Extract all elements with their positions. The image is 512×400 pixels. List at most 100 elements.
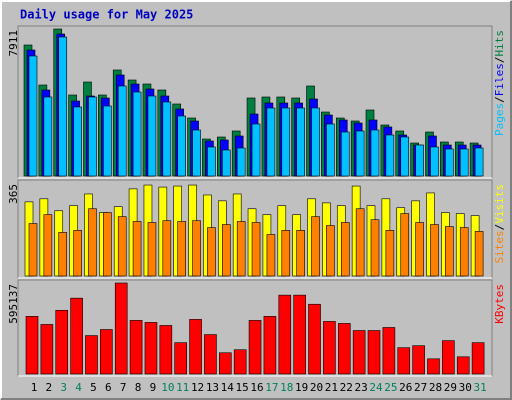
x-tick-label: 25 xyxy=(384,381,397,394)
x-tick-label: 5 xyxy=(90,381,97,394)
legend: KBytes xyxy=(493,284,506,324)
x-tick-label: 20 xyxy=(310,381,323,394)
bar xyxy=(55,309,69,375)
x-tick-label: 4 xyxy=(75,381,82,394)
bar xyxy=(400,213,410,277)
y-max-label: 365 xyxy=(7,184,20,204)
bar xyxy=(162,101,172,177)
bar xyxy=(28,55,38,177)
x-tick-label: 3 xyxy=(60,381,67,394)
bar xyxy=(427,358,440,375)
bar xyxy=(326,123,335,177)
bar xyxy=(263,316,277,375)
bar xyxy=(337,323,351,375)
bar xyxy=(40,324,54,375)
bar xyxy=(308,303,321,375)
bar xyxy=(445,148,454,177)
bar xyxy=(370,129,380,177)
bar xyxy=(400,136,410,177)
bar xyxy=(177,115,186,177)
bar xyxy=(412,345,425,375)
y-max-label: 595137 xyxy=(7,284,20,324)
x-tick-label: 28 xyxy=(429,381,442,394)
bar xyxy=(352,330,366,375)
legend: Pages/Files/Hits xyxy=(493,30,506,136)
bar xyxy=(43,214,53,277)
bar xyxy=(415,222,424,277)
bar xyxy=(415,144,424,177)
x-tick-label: 15 xyxy=(236,381,249,394)
bar xyxy=(296,230,305,277)
bar xyxy=(103,105,112,177)
bar xyxy=(103,212,112,277)
bar xyxy=(471,342,485,375)
x-tick-label: 9 xyxy=(150,381,157,394)
legend-separator: / xyxy=(493,96,506,103)
bar xyxy=(192,129,201,177)
bar xyxy=(459,227,469,277)
x-tick-label: 19 xyxy=(295,381,308,394)
x-tick-label: 30 xyxy=(459,381,472,394)
bar xyxy=(251,222,261,277)
legend-entry: Sites xyxy=(493,230,506,263)
bar xyxy=(236,147,246,177)
bar xyxy=(323,321,336,375)
x-tick-label: 16 xyxy=(250,381,263,394)
bar xyxy=(430,146,439,177)
legend-entry: Hits xyxy=(493,30,506,57)
bar xyxy=(251,123,261,177)
bar xyxy=(311,216,320,277)
bar xyxy=(311,107,320,177)
bar xyxy=(58,232,68,277)
legend-entry: Files xyxy=(493,63,506,96)
legend: Sites/Visits xyxy=(493,184,506,264)
bar xyxy=(177,221,186,277)
x-tick-label: 21 xyxy=(325,381,338,394)
bar xyxy=(296,107,305,177)
bar xyxy=(85,335,98,375)
bar xyxy=(73,230,82,277)
bar xyxy=(459,148,469,177)
bar xyxy=(73,106,82,177)
x-tick-label: 14 xyxy=(221,381,235,394)
chart-title: Daily usage for May 2025 xyxy=(20,8,193,22)
bar xyxy=(207,146,216,177)
bar xyxy=(326,225,335,277)
bar xyxy=(88,208,97,277)
x-tick-label: 18 xyxy=(280,381,293,394)
bar xyxy=(147,95,157,177)
bar xyxy=(219,352,232,375)
bar xyxy=(117,216,127,277)
bar xyxy=(132,91,142,177)
bar xyxy=(445,226,454,277)
x-tick-label: 2 xyxy=(46,381,53,394)
x-tick-label: 7 xyxy=(120,381,127,394)
legend-entry: Visits xyxy=(493,184,506,224)
bar xyxy=(281,107,291,177)
bar xyxy=(204,334,217,375)
bar xyxy=(236,221,246,277)
bar xyxy=(25,316,39,375)
bar xyxy=(397,347,411,375)
bar xyxy=(367,330,381,375)
bar xyxy=(474,147,484,177)
x-tick-label: 11 xyxy=(176,381,189,394)
bar xyxy=(88,96,97,177)
bar xyxy=(147,222,157,277)
x-tick-label: 29 xyxy=(444,381,457,394)
bar xyxy=(192,220,201,277)
bar xyxy=(162,220,172,277)
bar xyxy=(278,294,292,375)
bar xyxy=(293,294,306,375)
bar xyxy=(174,342,187,375)
y-max-label: 7911 xyxy=(7,30,20,57)
legend-entry: Pages xyxy=(493,103,506,136)
x-tick-label: 17 xyxy=(265,381,278,394)
bar xyxy=(70,297,83,375)
bar xyxy=(430,224,439,277)
bar xyxy=(385,230,395,277)
bar xyxy=(144,322,158,375)
